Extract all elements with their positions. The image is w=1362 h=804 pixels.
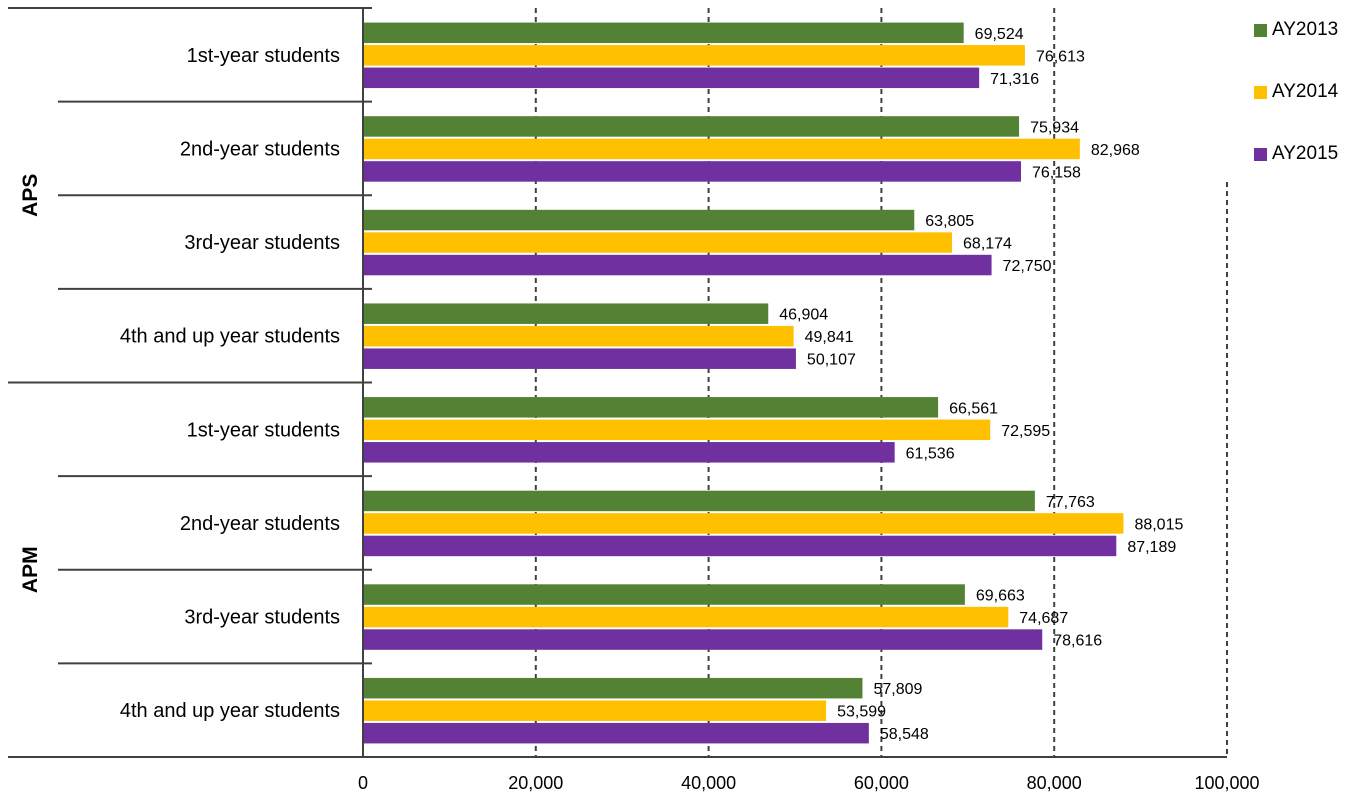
x-tick-label: 60,000 — [854, 773, 909, 793]
bar-ay2013 — [364, 303, 769, 324]
bar-ay2015 — [364, 254, 992, 276]
data-label: 61,536 — [906, 445, 955, 462]
data-label: 87,189 — [1127, 539, 1176, 556]
data-label: 57,809 — [873, 681, 922, 698]
data-label: 49,841 — [805, 329, 854, 346]
data-label: 77,763 — [1046, 494, 1095, 511]
bar-ay2015 — [364, 442, 895, 463]
data-label: 72,750 — [1003, 258, 1052, 275]
category-label: 3rd-year students — [184, 232, 340, 254]
data-label: 74,687 — [1019, 610, 1068, 627]
group-label: APS — [19, 174, 42, 217]
data-label: 69,663 — [976, 588, 1025, 605]
data-label: 82,968 — [1091, 142, 1140, 159]
category-label: 1st-year students — [187, 45, 340, 67]
group-label: APM — [19, 546, 42, 593]
x-tick-label: 0 — [358, 773, 368, 793]
legend-swatch — [1254, 148, 1267, 161]
bar-ay2013 — [364, 490, 1035, 512]
category-label: 2nd-year students — [180, 138, 340, 160]
legend-label: AY2015 — [1272, 143, 1339, 164]
data-label: 50,107 — [807, 352, 856, 369]
data-label: 78,616 — [1053, 633, 1102, 650]
bar-ay2014 — [364, 513, 1124, 534]
legend-item: AY2014 — [1254, 80, 1338, 142]
data-label: 58,548 — [880, 726, 929, 743]
bar-ay2014 — [364, 606, 1009, 628]
data-label: 53,599 — [837, 704, 886, 721]
data-label: 66,561 — [949, 400, 998, 417]
bar-ay2013 — [364, 116, 1020, 137]
x-tick-label: 40,000 — [681, 773, 736, 793]
bar-ay2014 — [364, 45, 1025, 66]
bar-ay2014 — [364, 700, 827, 721]
bar-ay2015 — [364, 161, 1022, 182]
category-label: 1st-year students — [187, 419, 340, 441]
legend-label: AY2013 — [1272, 19, 1339, 40]
bar-ay2015 — [364, 348, 796, 369]
legend-item: AY2015 — [1254, 142, 1338, 204]
bar-ay2014 — [364, 232, 953, 253]
bar-ay2015 — [364, 629, 1043, 650]
bar-ay2013 — [364, 209, 915, 231]
category-label: 4th and up year students — [120, 326, 340, 348]
category-label: 4th and up year students — [120, 700, 340, 722]
bar-ay2013 — [364, 22, 964, 44]
legend-swatch — [1254, 24, 1267, 37]
legend: AY2013 AY2014 AY2015 — [1254, 18, 1338, 204]
data-label: 63,805 — [925, 213, 974, 230]
data-label: 68,174 — [963, 236, 1012, 253]
data-label: 88,015 — [1134, 516, 1183, 533]
bar-ay2013 — [364, 677, 863, 699]
bar-ay2015 — [364, 722, 869, 744]
bar-ay2014 — [364, 419, 991, 441]
bar-ay2013 — [364, 397, 939, 418]
bar-ay2015 — [364, 67, 980, 89]
data-label: 46,904 — [779, 307, 828, 324]
legend-swatch — [1254, 86, 1267, 99]
legend-item: AY2013 — [1254, 18, 1338, 80]
x-tick-label: 80,000 — [1027, 773, 1082, 793]
category-label: 3rd-year students — [184, 607, 340, 629]
category-label: 2nd-year students — [180, 513, 340, 535]
bar-ay2015 — [364, 535, 1117, 557]
bar-ay2013 — [364, 584, 965, 605]
data-label: 71,316 — [990, 71, 1039, 88]
bar-ay2014 — [364, 138, 1080, 160]
data-label: 72,595 — [1001, 423, 1050, 440]
data-label: 76,158 — [1032, 164, 1081, 181]
data-label: 69,524 — [975, 26, 1024, 43]
x-tick-label: 20,000 — [508, 773, 563, 793]
data-label: 76,613 — [1036, 48, 1085, 65]
x-tick-label: 100,000 — [1194, 773, 1259, 793]
bar-ay2014 — [364, 325, 794, 347]
legend-label: AY2014 — [1272, 81, 1339, 102]
data-label: 75,934 — [1030, 119, 1079, 136]
